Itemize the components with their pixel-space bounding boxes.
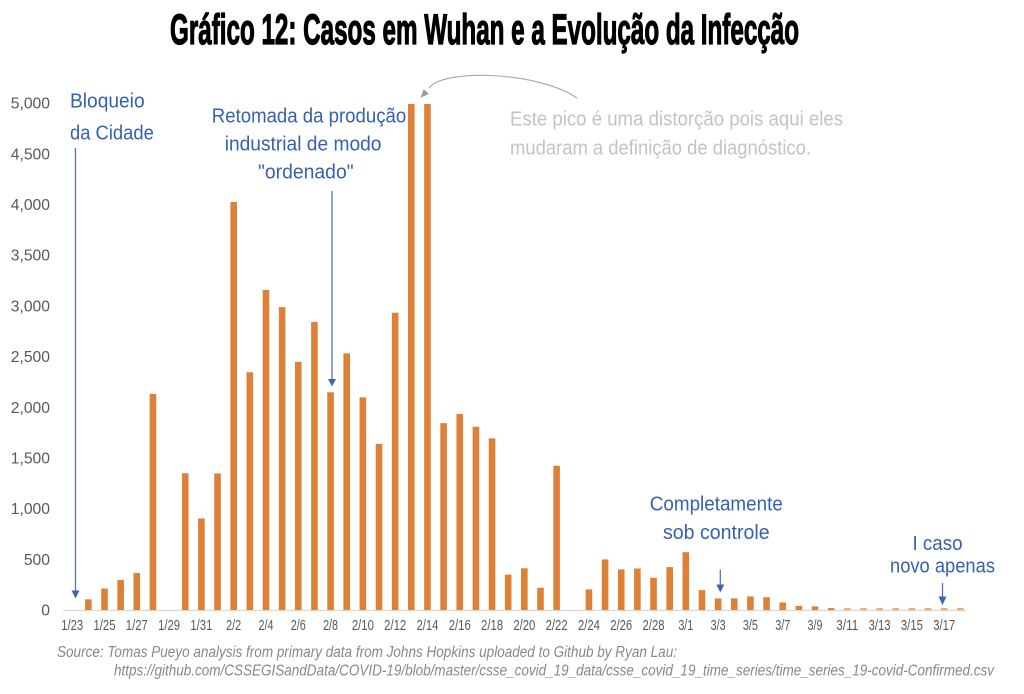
svg-text:https://github.com/CSSEGISandD: https://github.com/CSSEGISandData/COVID-… <box>114 663 995 680</box>
svg-text:sob controle: sob controle <box>663 522 770 544</box>
svg-text:3/17: 3/17 <box>933 618 955 634</box>
svg-text:3,000: 3,000 <box>11 298 51 315</box>
svg-text:2/22: 2/22 <box>546 618 568 634</box>
svg-text:1,500: 1,500 <box>11 451 51 468</box>
svg-text:1/29: 1/29 <box>158 618 180 634</box>
svg-text:4,500: 4,500 <box>11 146 51 163</box>
svg-text:4,000: 4,000 <box>11 197 51 214</box>
svg-text:5,000: 5,000 <box>11 96 51 113</box>
svg-text:Retomada da produção: Retomada da produção <box>212 106 406 128</box>
svg-text:2/4: 2/4 <box>258 618 273 634</box>
svg-text:2/18: 2/18 <box>481 618 503 634</box>
svg-text:Completamente: Completamente <box>650 494 783 516</box>
svg-text:3/1: 3/1 <box>678 618 693 634</box>
svg-text:"ordenado": "ordenado" <box>258 162 354 184</box>
svg-text:0: 0 <box>41 603 50 620</box>
svg-text:3,500: 3,500 <box>11 248 51 265</box>
svg-text:3/5: 3/5 <box>743 618 758 634</box>
svg-text:mudaram a definição de diagnós: mudaram a definição de diagnóstico. <box>510 138 811 160</box>
svg-text:Este pico é uma distorção pois: Este pico é uma distorção pois aqui eles <box>510 109 843 131</box>
svg-text:Bloqueio: Bloqueio <box>70 91 145 113</box>
svg-text:2/2: 2/2 <box>226 618 241 634</box>
svg-text:I caso: I caso <box>913 533 963 555</box>
svg-text:da Cidade: da Cidade <box>70 123 154 145</box>
svg-text:2/28: 2/28 <box>643 618 665 634</box>
svg-text:2,500: 2,500 <box>11 349 51 366</box>
svg-text:2/12: 2/12 <box>384 618 406 634</box>
svg-text:2/8: 2/8 <box>323 618 338 634</box>
svg-text:1/31: 1/31 <box>190 618 212 634</box>
svg-text:2/14: 2/14 <box>416 618 438 634</box>
svg-text:1/23: 1/23 <box>61 618 83 634</box>
svg-text:2/10: 2/10 <box>352 618 374 634</box>
svg-text:3/7: 3/7 <box>775 618 790 634</box>
svg-text:1/27: 1/27 <box>126 618 148 634</box>
svg-text:novo apenas: novo apenas <box>890 556 995 578</box>
svg-text:2/24: 2/24 <box>578 618 600 634</box>
svg-text:500: 500 <box>24 552 50 569</box>
svg-text:1/25: 1/25 <box>94 618 116 634</box>
svg-text:2/6: 2/6 <box>291 618 306 634</box>
svg-text:Source: Tomas Pueyo analysis f: Source: Tomas Pueyo analysis from primar… <box>57 644 677 661</box>
svg-text:3/13: 3/13 <box>869 618 891 634</box>
svg-text:2/26: 2/26 <box>610 618 632 634</box>
svg-text:3/9: 3/9 <box>808 618 823 634</box>
svg-text:Gráfico 12: Casos em Wuhan e a: Gráfico 12: Casos em Wuhan e a Evolução … <box>170 6 799 54</box>
svg-text:2/20: 2/20 <box>513 618 535 634</box>
svg-text:2/16: 2/16 <box>449 618 471 634</box>
svg-text:industrial de modo: industrial de modo <box>225 134 382 156</box>
svg-text:1,000: 1,000 <box>11 501 51 518</box>
svg-text:3/15: 3/15 <box>901 618 923 634</box>
svg-text:3/3: 3/3 <box>711 618 726 634</box>
svg-text:3/11: 3/11 <box>836 618 858 634</box>
svg-text:2,000: 2,000 <box>11 400 51 417</box>
